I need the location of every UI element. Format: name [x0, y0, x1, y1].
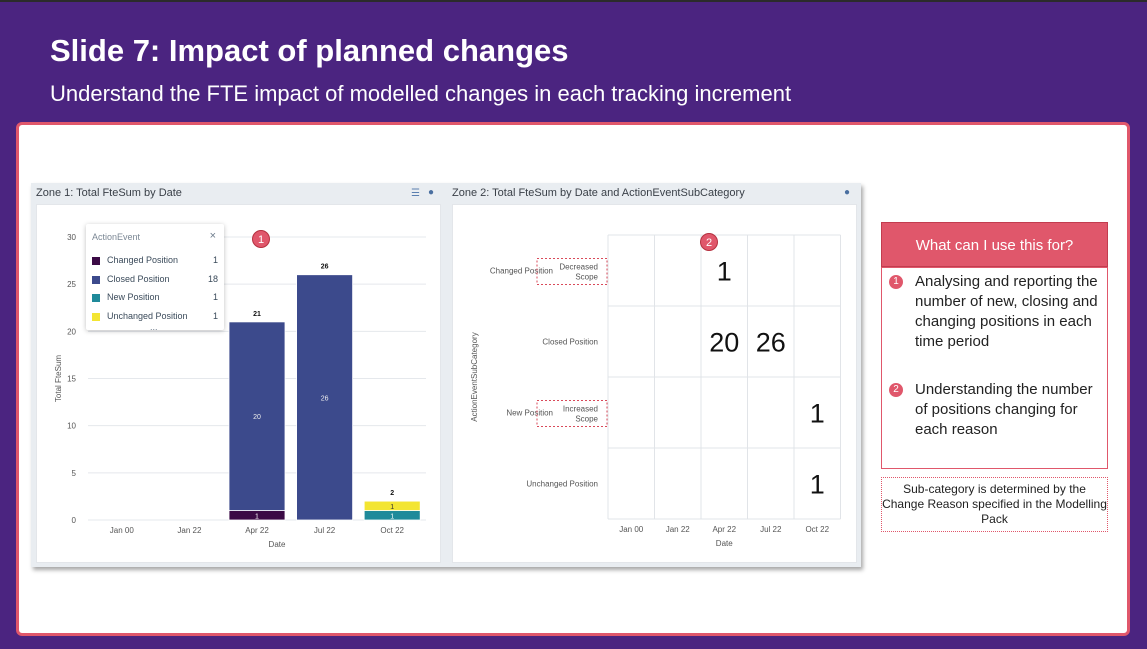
top-rule [0, 0, 1147, 2]
slide-title: Slide 7: Impact of planned changes [50, 33, 569, 68]
data-label: 1 [255, 513, 259, 520]
total-label: 26 [321, 264, 329, 271]
y-tick-label: 0 [72, 516, 77, 525]
cell-value: 1 [810, 399, 825, 429]
legend-item-value: 1 [212, 311, 218, 321]
zone1-badge: 1 [252, 230, 270, 248]
legend-swatch [92, 313, 100, 321]
row-label: Closed Position [542, 338, 598, 347]
zone1-panel: 0 5 10 15 20 25 30 Jan 00 Jan 22 Apr 22 1 20 21 Jul 2… [36, 204, 441, 563]
cell-value: 26 [756, 328, 786, 358]
legend-item-closed-position[interactable]: Closed Position 18 [92, 273, 218, 287]
data-label: 20 [253, 414, 261, 421]
use-case-list: 1 Analysing and reporting the number of … [881, 267, 1108, 469]
legend-item-changed-position[interactable]: Changed Position 1 [92, 254, 218, 268]
x-tick-label: Jan 00 [110, 526, 135, 535]
list-icon[interactable]: ☰ [411, 188, 420, 199]
total-label: 21 [253, 311, 261, 318]
zone2-heatmap-table: Jan 00 Jan 22 Apr 22 Jul 22 Oct 22 Changed Po… [470, 234, 841, 548]
legend-item-value: 1 [212, 255, 218, 265]
row-sublabel: Decreased [559, 263, 598, 272]
legend-swatch [92, 257, 100, 265]
y-tick-label: 30 [67, 233, 76, 242]
legend-item-unchanged-position[interactable]: Unchanged Position 1 [92, 310, 218, 324]
y-tick-label: 25 [67, 280, 76, 289]
legend-item-label: Changed Position [107, 255, 179, 265]
use-case-item-1: Analysing and reporting the number of ne… [915, 273, 1098, 350]
cell-value: 20 [709, 328, 739, 358]
legend-item-label: Unchanged Position [107, 311, 188, 321]
x-tick-label: Jan 22 [177, 526, 202, 535]
legend-title: ActionEvent [92, 232, 141, 242]
x-tick-label: Oct 22 [380, 526, 404, 535]
row-sublabel: Increased [563, 405, 598, 414]
cell-value: 1 [717, 257, 732, 287]
y-tick-label: 20 [67, 327, 76, 336]
y-axis-label: ActionEventSubCategory [470, 332, 479, 421]
y-tick-label: 15 [67, 375, 76, 384]
use-case-item-2: Understanding the number of positions ch… [915, 381, 1093, 438]
row-sublabel: Scope [575, 415, 598, 424]
legend-swatch [92, 294, 100, 302]
row-sublabel: Scope [575, 273, 598, 282]
x-tick-label: Jul 22 [760, 525, 782, 534]
total-label: 2 [390, 490, 394, 497]
y-tick-label: 5 [72, 469, 77, 478]
legend-popup: ActionEvent × Changed Position 1 Closed … [86, 224, 224, 332]
legend-item-label: Closed Position [107, 274, 170, 284]
x-tick-label: Jan 00 [619, 525, 644, 534]
x-tick-label: Oct 22 [805, 525, 829, 534]
subcategory-note: Sub-category is determined by the Change… [881, 477, 1108, 532]
cell-value: 1 [810, 470, 825, 500]
x-tick-label: Apr 22 [712, 525, 736, 534]
item-badge-2: 2 [888, 382, 904, 398]
row-label: Changed Position [490, 267, 553, 276]
x-axis-label: Date [269, 540, 286, 549]
x-tick-label: Jul 22 [314, 526, 336, 535]
item-badge-1: 1 [888, 274, 904, 290]
zone1-title: Zone 1: Total FteSum by Date [36, 187, 182, 199]
more-icon[interactable]: ... [150, 322, 158, 332]
legend-swatch [92, 276, 100, 284]
legend-item-value: 18 [207, 274, 218, 284]
zone2-panel: Jan 00 Jan 22 Apr 22 Jul 22 Oct 22 Changed Po… [452, 204, 857, 563]
y-tick-label: 10 [67, 422, 76, 431]
x-tick-label: Apr 22 [245, 526, 269, 535]
y-axis-label: Total FteSum [54, 355, 63, 402]
slide-subtitle: Understand the FTE impact of modelled ch… [50, 81, 792, 106]
legend-item-label: New Position [107, 292, 160, 302]
row-label: New Position [506, 409, 553, 418]
zone2-title: Zone 2: Total FteSum by Date and ActionE… [452, 187, 745, 199]
close-icon[interactable]: × [209, 230, 216, 242]
data-label: 26 [321, 395, 329, 402]
zone2-badge: 2 [700, 233, 718, 251]
bar-segment [363, 500, 421, 511]
palette-icon[interactable]: ● [844, 187, 851, 198]
palette-icon[interactable]: ● [428, 187, 435, 198]
data-label: 1 [390, 504, 394, 511]
use-case-heading: What can I use this for? [881, 222, 1108, 267]
legend-item-value: 1 [212, 292, 218, 302]
x-tick-label: Jan 22 [666, 525, 691, 534]
legend-item-new-position[interactable]: New Position 1 [92, 291, 218, 305]
bar-segment [228, 321, 286, 511]
row-label: Unchanged Position [526, 480, 598, 489]
data-label: 1 [390, 513, 394, 520]
bar-segment [296, 274, 354, 521]
x-axis-label: Date [716, 539, 733, 548]
